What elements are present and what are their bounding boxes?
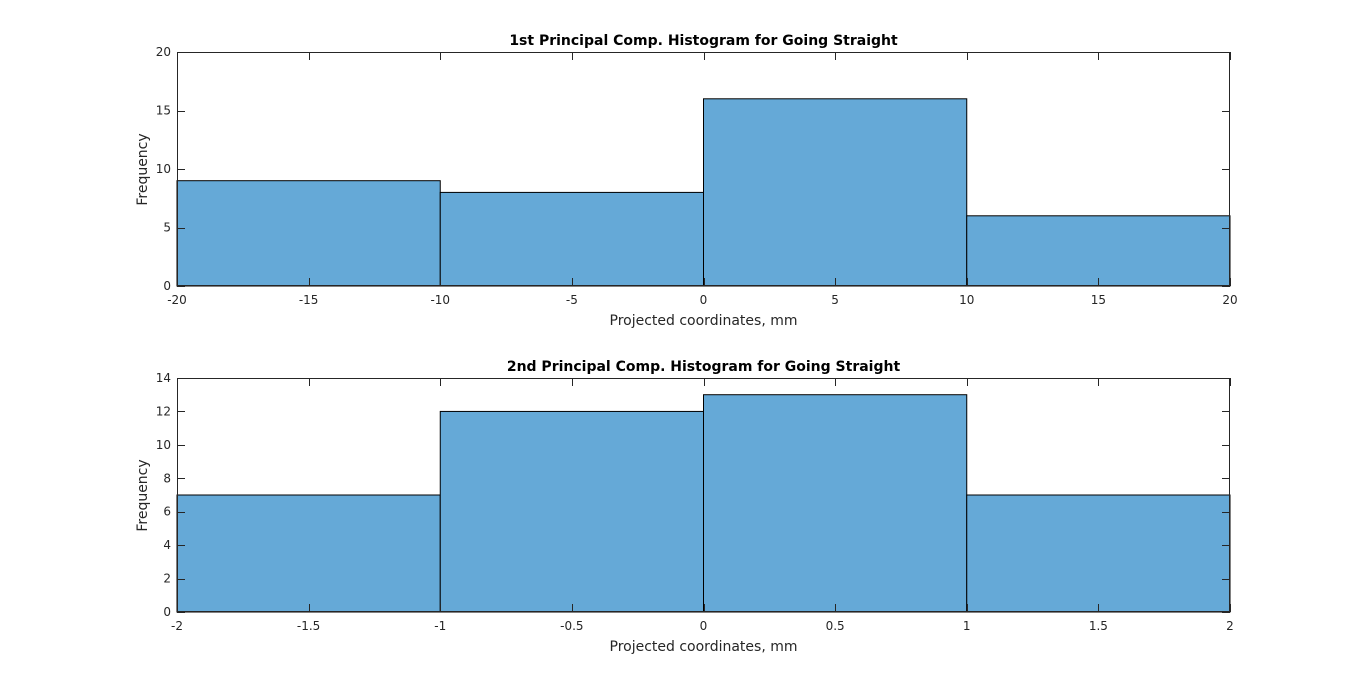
histogram-bar: [439, 410, 704, 613]
x-tick-label: -1.5: [297, 619, 320, 633]
histogram-bar: [176, 180, 441, 287]
histogram-bar: [966, 215, 1231, 287]
y-tick-label: 14: [156, 371, 171, 385]
y-tick-label: 5: [163, 221, 171, 235]
x-tick-label: 20: [1222, 293, 1237, 307]
x-tick-label: 0: [700, 293, 708, 307]
x-tick-label: 5: [831, 293, 839, 307]
axes-box: [177, 378, 1230, 612]
x-tick-label: -2: [171, 619, 183, 633]
plot-area: -20 -15 -10 -5 0 5 10 15 20 0 5 10 15 20: [156, 45, 1238, 307]
x-tick-label: 0: [700, 619, 708, 633]
x-tick-label: 1: [963, 619, 971, 633]
y-tick-label: 2: [163, 572, 171, 586]
x-tick-label: 2: [1226, 619, 1234, 633]
y-tick-label: 12: [156, 404, 171, 418]
histogram-bar: [176, 494, 441, 613]
y-tick-label: 10: [156, 162, 171, 176]
y-tick-label: 6: [163, 505, 171, 519]
chart-title: 1st Principal Comp. Histogram for Going …: [509, 33, 898, 49]
x-tick-label: -20: [167, 293, 187, 307]
y-tick-label: 20: [156, 45, 171, 59]
chart-title: 2nd Principal Comp. Histogram for Going …: [507, 359, 901, 375]
x-tick-label: -15: [299, 293, 319, 307]
histogram-bar: [703, 394, 968, 613]
y-axis-label: Frequency: [135, 133, 151, 205]
x-tick-label: 1.5: [1089, 619, 1108, 633]
y-tick-label: 0: [163, 605, 171, 619]
y-tick-label: 8: [163, 471, 171, 485]
x-tick-label: 15: [1091, 293, 1106, 307]
y-tick-label: 0: [163, 279, 171, 293]
x-tick-label: -5: [566, 293, 578, 307]
x-tick-label: -0.5: [560, 619, 583, 633]
x-axis-label: Projected coordinates, mm: [610, 313, 798, 329]
histogram-chart-2: 2nd Principal Comp. Histogram for Going …: [135, 359, 1234, 655]
histogram-bar: [966, 494, 1231, 613]
x-tick-label: -1: [434, 619, 446, 633]
x-axis-label: Projected coordinates, mm: [610, 639, 798, 655]
plot-area: -2 -1.5 -1 -0.5 0 0.5 1 1.5 2 0 2 4 6 8 10 12 14: [156, 371, 1234, 633]
histogram-bar: [703, 98, 968, 287]
x-tick-label: 0.5: [826, 619, 845, 633]
y-axis-label: Frequency: [135, 459, 151, 531]
x-tick-label: 10: [959, 293, 974, 307]
histogram-chart-1: 1st Principal Comp. Histogram for Going …: [135, 33, 1238, 329]
y-tick-label: 10: [156, 438, 171, 452]
histogram-bar: [439, 191, 704, 287]
y-tick-label: 4: [163, 538, 171, 552]
y-tick-label: 15: [156, 104, 171, 118]
x-tick-label: -10: [430, 293, 450, 307]
